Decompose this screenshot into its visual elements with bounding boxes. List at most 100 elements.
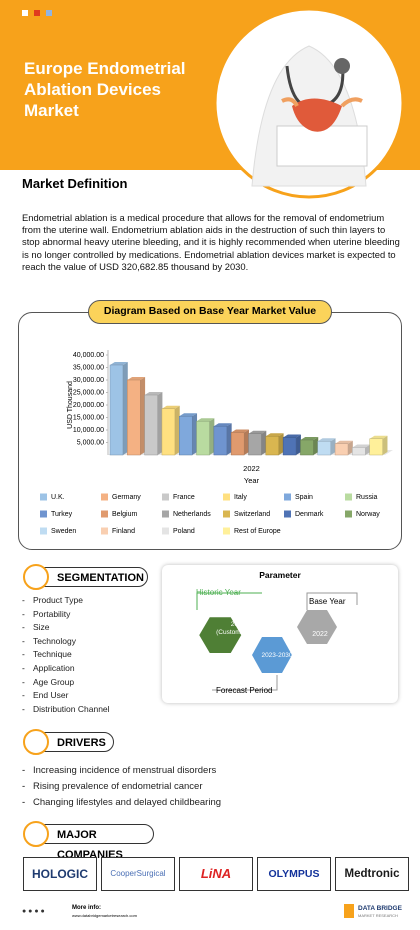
y-tick-label: 20,000.00 — [73, 402, 104, 409]
section-pill: MAJOR COMPANIES — [23, 821, 154, 861]
bullet: - — [22, 690, 25, 701]
x-axis-label: Year — [244, 476, 260, 485]
bar — [317, 441, 331, 456]
y-tick-label: 25,000.00 — [73, 389, 104, 396]
parameter-title: Parameter — [259, 570, 301, 580]
bar — [334, 443, 349, 456]
bullet: - — [22, 635, 25, 646]
legend-swatch — [162, 493, 169, 501]
param-label: Forecast Period — [216, 686, 273, 695]
legend-label: Norway — [356, 511, 380, 518]
pill-label: DRIVERS — [57, 737, 106, 749]
list-item: Technology — [33, 635, 77, 646]
header-image — [213, 7, 405, 199]
pill-label: SEGMENTATION — [57, 572, 144, 584]
icon — [23, 564, 49, 590]
list-item: Changing lifestyles and delayed childbea… — [33, 796, 222, 808]
brand-logo — [344, 904, 354, 918]
bar-top — [110, 362, 128, 365]
bar-side — [261, 430, 267, 455]
bar — [161, 408, 176, 456]
bar — [369, 438, 383, 456]
bar-top — [179, 413, 198, 417]
bar-top — [283, 434, 301, 438]
company-logo: LiNA — [179, 857, 253, 891]
bar-side — [157, 392, 163, 455]
bar — [213, 426, 228, 456]
legend-swatch — [223, 510, 230, 518]
bullet: - — [22, 780, 26, 792]
legend-label: Rest of Europe — [234, 528, 281, 535]
legend-label: Sweden — [51, 528, 76, 535]
legend-label: Finland — [112, 528, 135, 535]
y-tick-label: 5,000.00 — [77, 439, 104, 446]
title: Europe Endometrial Ablation Devices Mark… — [24, 59, 186, 120]
legend-swatch — [345, 493, 352, 501]
chart: 5,000.00 10,000.00 15,000.00 20,000.00 25,00… — [40, 350, 393, 535]
list-item: End User — [33, 690, 69, 701]
bar — [127, 379, 141, 456]
legend-label: Belgium — [112, 511, 137, 518]
bar-side — [226, 423, 232, 455]
bullet: - — [22, 765, 26, 776]
bar-side — [174, 405, 180, 455]
bar-side — [244, 429, 249, 455]
legend-swatch — [284, 493, 291, 501]
bar-side — [330, 438, 336, 455]
list-item: Age Group — [33, 676, 75, 687]
legend-label: Russia — [356, 494, 378, 501]
paragraph: Endometrial ablation is a medical proced… — [22, 212, 400, 272]
bar — [300, 439, 314, 456]
bullet: - — [22, 622, 25, 633]
list-item: Portability — [33, 608, 71, 619]
dot — [46, 10, 52, 16]
bar — [352, 447, 366, 456]
brand-sub: MARKET RESEARCH — [358, 913, 398, 918]
y-tick-label: 40,000.00 — [73, 352, 104, 359]
bar-top — [335, 440, 353, 444]
legend-label: Denmark — [295, 511, 324, 518]
legend-swatch — [223, 493, 230, 501]
y-tick-label: 30,000.00 — [73, 377, 104, 384]
legend-swatch — [101, 510, 108, 518]
bar — [265, 436, 280, 456]
chart-title: Diagram Based on Base Year Market Value — [88, 300, 332, 324]
pill-label: MAJOR COMPANIES — [57, 829, 123, 861]
legend-swatch — [162, 510, 169, 518]
bar — [179, 416, 193, 456]
legend-swatch — [162, 527, 169, 535]
list-item: Increasing incidence of menstrual disord… — [33, 765, 217, 776]
brand-name: DATA BRIDGE — [358, 905, 402, 912]
legend-label: Poland — [173, 528, 195, 535]
bar-side — [365, 444, 371, 455]
legend-label: Switzerland — [234, 511, 270, 518]
bar-side — [122, 362, 128, 455]
bar-top — [213, 423, 232, 427]
legend-swatch — [284, 510, 291, 518]
bar-side — [278, 433, 284, 455]
bar — [248, 433, 262, 456]
legend-label: France — [173, 494, 195, 501]
bullet: - — [22, 649, 25, 660]
section-pill: DRIVERS — [23, 729, 114, 755]
legend-label: Germany — [112, 494, 141, 501]
list-item: Distribution Channel — [33, 703, 110, 714]
bar-side — [192, 413, 198, 455]
bar-top — [231, 429, 249, 433]
bar — [144, 394, 158, 456]
bullet: - — [22, 676, 25, 687]
legend-label: Spain — [295, 494, 313, 501]
y-tick-label: 15,000.00 — [73, 414, 104, 421]
bar — [282, 437, 297, 456]
bar-top — [265, 433, 284, 437]
company-logo: HOLOGIC — [23, 857, 97, 891]
parameter-diagram — [196, 592, 358, 691]
bar-top — [352, 444, 371, 448]
bar-side — [140, 377, 146, 455]
param-label: Historic Year — [196, 588, 241, 597]
bar-top — [196, 418, 215, 422]
param-label: Base Year — [309, 597, 346, 606]
footer-label: More info: — [72, 905, 101, 911]
legend-label: Italy — [234, 494, 247, 501]
legend-swatch — [223, 527, 230, 535]
